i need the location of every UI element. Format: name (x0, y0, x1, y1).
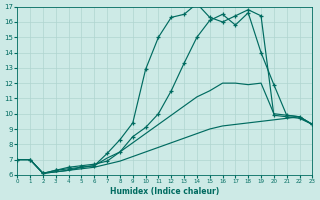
X-axis label: Humidex (Indice chaleur): Humidex (Indice chaleur) (110, 187, 220, 196)
